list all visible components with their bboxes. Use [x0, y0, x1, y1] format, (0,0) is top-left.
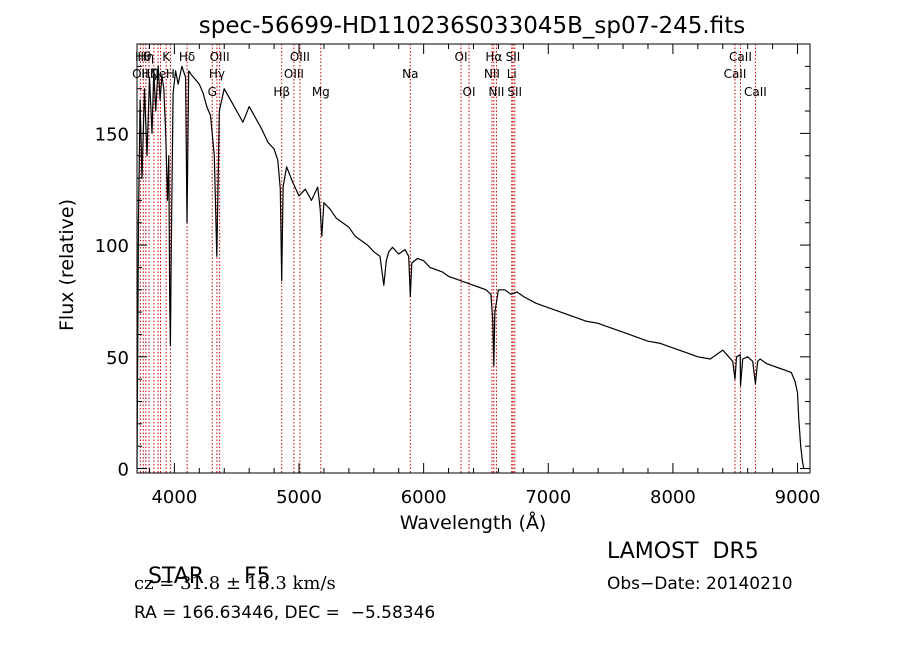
marker-label-14: OIII [284, 67, 304, 81]
redshift-text: cz = 31.8 ± 18.3 km/s [134, 573, 336, 594]
marker-label-3: Hζ [141, 67, 157, 81]
marker-label-1: Hθ [135, 50, 151, 64]
obs-date-text: Obs−Date: 20140210 [607, 574, 793, 594]
marker-label-24: SII [506, 50, 521, 64]
marker-label-20: NII [484, 67, 500, 81]
marker-label-19: OI [463, 85, 476, 99]
marker-label-17: Na [402, 67, 418, 81]
marker-label-16: Mg [312, 85, 330, 99]
marker-label-7: K [162, 50, 171, 64]
marker-label-13: Hβ [273, 85, 290, 99]
marker-label-28: CaII [744, 85, 767, 99]
x-tick-label-1: 5000 [276, 487, 322, 508]
marker-label-2: Hη [138, 50, 155, 64]
line-markers [139, 44, 756, 473]
x-tick-label-0: 4000 [151, 487, 197, 508]
marker-label-18: OI [455, 50, 468, 64]
marker-label-27: CaII [729, 50, 752, 64]
y-tick-label-1: 50 [106, 348, 129, 369]
marker-label-10: G [208, 85, 217, 99]
marker-label-0: OII [132, 67, 149, 81]
x-tick-label-4: 8000 [650, 487, 696, 508]
radec-text: RA = 166.63446, DEC = −5.58346 [134, 603, 436, 623]
chart-title: spec-56699-HD110236S033045B_sp07-245.fit… [199, 13, 745, 39]
line-marker-labels: OIIHθHηHζNeKHHδGHγOIIIHβOIIIOIIIMgNaOIOI… [132, 50, 767, 99]
x-tick-label-5: 9000 [775, 487, 821, 508]
spectrum-line [136, 65, 805, 469]
marker-label-12: OIII [210, 50, 230, 64]
marker-label-21: Hα [485, 50, 502, 64]
x-axis-ticks: 4000 5000 6000 7000 8000 9000 [148, 44, 821, 508]
x-tick-label-2: 6000 [401, 487, 447, 508]
plot-frame [136, 43, 811, 474]
y-tick-label-2: 100 [95, 236, 129, 257]
y-axis-label: Flux (relative) [56, 199, 78, 331]
y-tick-label-3: 150 [95, 124, 129, 145]
marker-label-11: Hγ [209, 67, 225, 81]
class-label: STAR [148, 564, 205, 589]
marker-label-26: CaII [724, 67, 747, 81]
marker-label-22: NII [488, 85, 504, 99]
subclass-label: F5 [244, 564, 271, 589]
marker-label-15: OIII [290, 50, 310, 64]
marker-label-8: H [166, 67, 175, 81]
x-tick-label-3: 7000 [525, 487, 571, 508]
survey-label: LAMOST DR5 [607, 539, 759, 564]
marker-label-9: Hδ [179, 50, 195, 64]
y-axis-ticks: 0 50 100 150 [95, 65, 810, 481]
marker-label-23: Li [507, 67, 517, 81]
x-axis-label: Wavelength (Å) [400, 511, 547, 534]
object-class: STAR F5 [134, 539, 271, 589]
y-tick-label-0: 0 [118, 460, 129, 481]
marker-label-25: SII [507, 85, 522, 99]
